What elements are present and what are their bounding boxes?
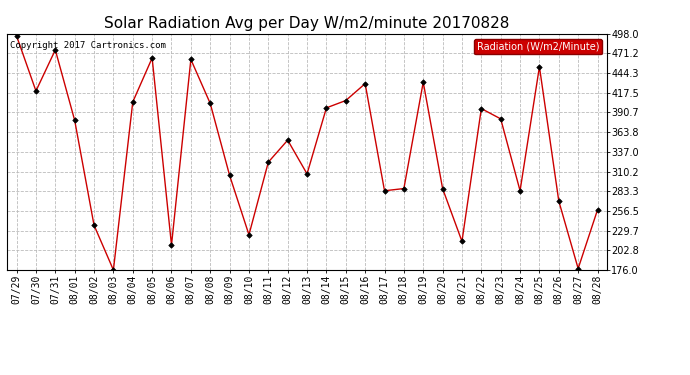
- Legend: Radiation (W/m2/Minute): Radiation (W/m2/Minute): [474, 39, 602, 54]
- Title: Solar Radiation Avg per Day W/m2/minute 20170828: Solar Radiation Avg per Day W/m2/minute …: [104, 16, 510, 31]
- Text: Copyright 2017 Cartronics.com: Copyright 2017 Cartronics.com: [10, 41, 166, 50]
